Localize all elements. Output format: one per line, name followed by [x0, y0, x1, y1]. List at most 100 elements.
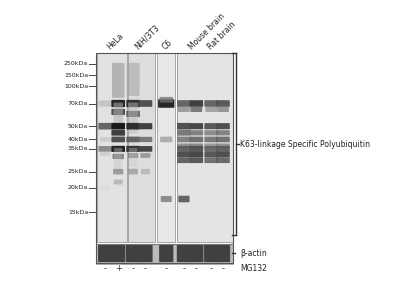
- FancyBboxPatch shape: [216, 143, 230, 149]
- Bar: [177, 53, 233, 243]
- FancyBboxPatch shape: [177, 123, 191, 130]
- FancyBboxPatch shape: [114, 148, 122, 168]
- FancyBboxPatch shape: [114, 103, 123, 127]
- FancyBboxPatch shape: [160, 137, 172, 142]
- FancyBboxPatch shape: [126, 63, 140, 96]
- FancyBboxPatch shape: [216, 245, 230, 262]
- FancyBboxPatch shape: [161, 196, 172, 202]
- FancyBboxPatch shape: [113, 169, 123, 174]
- FancyBboxPatch shape: [177, 130, 191, 136]
- FancyBboxPatch shape: [217, 106, 229, 112]
- Text: HeLa: HeLa: [105, 31, 125, 51]
- FancyBboxPatch shape: [126, 137, 140, 142]
- FancyBboxPatch shape: [126, 146, 140, 152]
- Text: -: -: [182, 264, 186, 273]
- FancyBboxPatch shape: [111, 146, 125, 152]
- FancyBboxPatch shape: [216, 130, 230, 135]
- FancyBboxPatch shape: [177, 152, 191, 157]
- FancyBboxPatch shape: [190, 152, 203, 157]
- FancyBboxPatch shape: [111, 123, 125, 130]
- FancyBboxPatch shape: [140, 153, 150, 158]
- FancyBboxPatch shape: [216, 123, 230, 129]
- FancyBboxPatch shape: [178, 196, 190, 202]
- FancyBboxPatch shape: [177, 137, 191, 142]
- FancyBboxPatch shape: [139, 146, 152, 152]
- Text: 150kDa: 150kDa: [64, 73, 88, 78]
- Text: -: -: [104, 264, 107, 273]
- FancyBboxPatch shape: [177, 146, 191, 152]
- Text: Rat brain: Rat brain: [206, 20, 237, 51]
- FancyBboxPatch shape: [100, 137, 111, 142]
- FancyBboxPatch shape: [160, 97, 173, 103]
- FancyBboxPatch shape: [177, 143, 191, 149]
- FancyBboxPatch shape: [139, 100, 152, 107]
- FancyBboxPatch shape: [98, 100, 112, 107]
- FancyBboxPatch shape: [128, 153, 138, 158]
- FancyBboxPatch shape: [216, 100, 230, 107]
- Text: C6: C6: [161, 37, 174, 51]
- FancyBboxPatch shape: [177, 100, 191, 107]
- FancyBboxPatch shape: [111, 100, 125, 107]
- FancyBboxPatch shape: [177, 157, 191, 163]
- Text: -: -: [144, 264, 147, 273]
- FancyBboxPatch shape: [158, 99, 174, 108]
- FancyBboxPatch shape: [126, 123, 140, 130]
- FancyBboxPatch shape: [190, 130, 203, 135]
- Text: β-actin: β-actin: [240, 249, 267, 258]
- FancyBboxPatch shape: [204, 245, 218, 262]
- FancyBboxPatch shape: [204, 157, 218, 163]
- FancyBboxPatch shape: [126, 245, 140, 262]
- Text: -: -: [195, 264, 198, 273]
- FancyBboxPatch shape: [190, 146, 203, 152]
- FancyBboxPatch shape: [141, 169, 150, 174]
- Text: -: -: [210, 264, 213, 273]
- FancyBboxPatch shape: [204, 123, 218, 129]
- Text: 50kDa: 50kDa: [68, 124, 88, 129]
- Bar: [157, 53, 175, 243]
- FancyBboxPatch shape: [216, 146, 230, 152]
- FancyBboxPatch shape: [216, 137, 230, 142]
- FancyBboxPatch shape: [139, 123, 152, 129]
- FancyBboxPatch shape: [98, 146, 112, 152]
- Text: NIH/3T3: NIH/3T3: [133, 23, 161, 51]
- Text: K63-linkage Specific Polyubiquitin: K63-linkage Specific Polyubiquitin: [240, 140, 370, 149]
- FancyBboxPatch shape: [190, 137, 203, 142]
- Text: 25kDa: 25kDa: [68, 169, 88, 174]
- Text: 20kDa: 20kDa: [68, 185, 88, 190]
- FancyBboxPatch shape: [100, 185, 110, 190]
- FancyBboxPatch shape: [204, 152, 218, 157]
- Text: 250kDa: 250kDa: [64, 61, 88, 66]
- Text: 100kDa: 100kDa: [64, 84, 88, 89]
- FancyBboxPatch shape: [112, 154, 124, 159]
- Text: -: -: [132, 264, 134, 273]
- FancyBboxPatch shape: [98, 123, 112, 130]
- FancyBboxPatch shape: [126, 111, 140, 117]
- Bar: [96, 53, 233, 262]
- FancyBboxPatch shape: [204, 143, 218, 149]
- FancyBboxPatch shape: [190, 106, 202, 112]
- FancyBboxPatch shape: [128, 169, 138, 174]
- FancyBboxPatch shape: [216, 157, 230, 163]
- FancyBboxPatch shape: [112, 63, 124, 98]
- Text: 15kDa: 15kDa: [68, 210, 88, 215]
- FancyBboxPatch shape: [128, 103, 138, 134]
- FancyBboxPatch shape: [114, 180, 123, 185]
- FancyBboxPatch shape: [190, 157, 203, 163]
- FancyBboxPatch shape: [100, 151, 110, 156]
- Text: 35kDa: 35kDa: [68, 146, 88, 151]
- FancyBboxPatch shape: [138, 245, 153, 262]
- FancyBboxPatch shape: [190, 143, 203, 149]
- FancyBboxPatch shape: [111, 245, 125, 262]
- FancyBboxPatch shape: [111, 130, 125, 136]
- FancyBboxPatch shape: [189, 245, 204, 262]
- Bar: [96, 244, 233, 262]
- FancyBboxPatch shape: [139, 137, 152, 142]
- FancyBboxPatch shape: [204, 130, 218, 135]
- Text: -: -: [165, 264, 168, 273]
- Text: Mouse brain: Mouse brain: [187, 11, 227, 51]
- FancyBboxPatch shape: [190, 100, 203, 107]
- Text: 40kDa: 40kDa: [68, 137, 88, 142]
- Text: MG132: MG132: [240, 264, 267, 273]
- Bar: [96, 53, 127, 243]
- FancyBboxPatch shape: [178, 106, 190, 112]
